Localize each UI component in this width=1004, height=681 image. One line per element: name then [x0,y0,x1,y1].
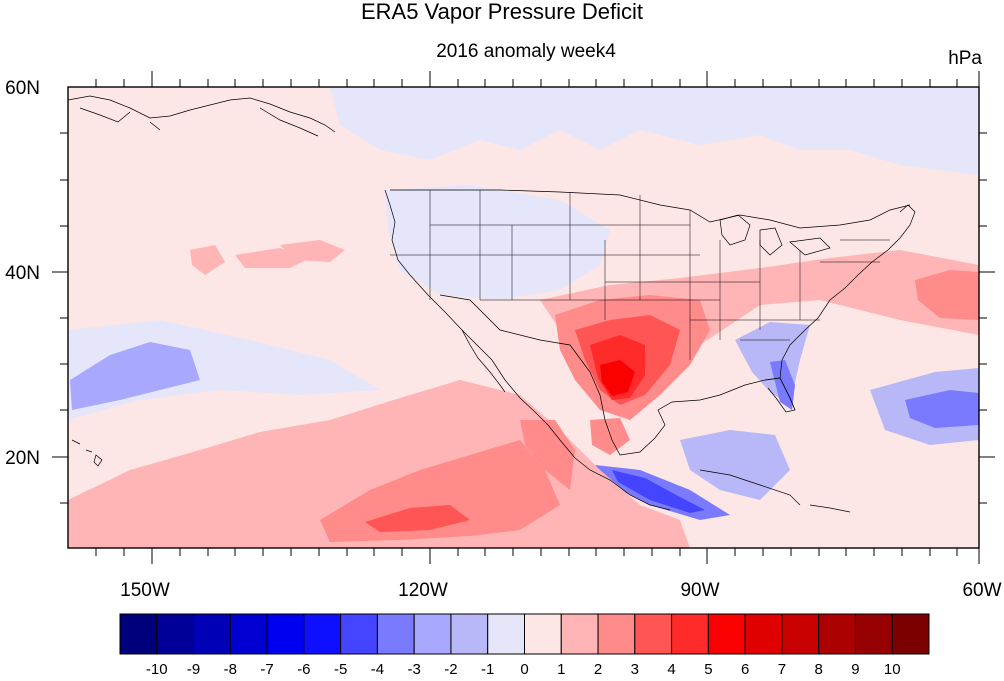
anomaly-patch-neg-gulf [680,430,790,500]
lon-label-150w: 150W [120,580,170,601]
hawaii-islands [71,439,103,467]
cuba-outline [699,469,801,506]
lat-label-20n: 20N [5,448,40,469]
colorbar-swatch [524,613,562,655]
colorbar-label: 6 [741,661,749,678]
anomaly-patch-neg-alaska [330,87,979,175]
colorbar-label: 9 [851,661,859,678]
anomaly-patch-neg-caribbean-core [612,470,705,513]
anomaly-patch-neg-west-us [385,185,610,300]
colorbar-swatch [340,613,378,655]
lat-label-40n: 40N [5,263,40,284]
colorbar-label: 3 [631,661,639,678]
anomaly-patch-pos-pacific-core [320,440,560,542]
anomaly-patch-pos-gulf-mexico [590,418,630,455]
colorbar-label: 1 [557,661,565,678]
lon-label-60w: 60W [962,580,1001,601]
colorbar-label: -8 [224,661,237,678]
colorbar-label: -2 [444,661,457,678]
map-subtitle: 2016 anomaly week4 [436,41,616,62]
baja-coastline [461,329,506,393]
units-label: hPa [948,48,982,69]
colorbar-label: -3 [408,661,421,678]
colorbar-swatch [193,613,231,655]
colorbar-label: 4 [667,661,675,678]
frame-ticks [52,71,995,564]
colorbar-label: -4 [371,661,384,678]
hispaniola-outline [809,504,851,513]
colorbar-swatch [156,613,195,655]
colorbar [119,613,930,655]
colorbar-swatch [891,613,930,655]
coastlines-and-borders [68,95,916,513]
colorbar-swatch [487,613,525,655]
atlantic-coastline [779,204,916,379]
colorbar-swatch [818,613,856,655]
colorbar-label: -5 [334,661,347,678]
map-field [68,87,979,548]
lon-label-120w: 120W [398,580,448,601]
colorbar-label: -6 [297,661,310,678]
colorbar-swatch [413,613,452,655]
state-borders [390,190,890,360]
anomaly-patch-pos-texas-peak [600,360,635,396]
colorbar-swatch [450,613,489,655]
anomaly-patch-pos-central-pacific [190,245,225,275]
colorbar-label: -7 [260,661,273,678]
colorbar-swatch [303,613,342,655]
colorbar-swatch [266,613,305,655]
anomaly-patch-pos-pacific-center [365,505,470,532]
anomaly-patch-pos-mexico [520,420,575,490]
colorbar-swatch [781,613,820,655]
anomaly-patch-neg-pacific-core [70,342,200,410]
anomaly-patch-pos-east-atlantic [915,270,979,320]
colorbar-label: -9 [187,661,200,678]
colorbar-swatch [560,613,599,655]
colorbar-label: -1 [481,661,494,678]
colorbar-label: 8 [815,661,823,678]
colorbar-label: 0 [520,661,528,678]
colorbar-label: 7 [778,661,786,678]
colorbar-swatch [854,613,893,655]
anomaly-patch-neg-florida [770,360,795,410]
colorbar-swatch [744,613,783,655]
colorbar-label: -10 [146,661,168,678]
florida-outline [764,377,796,413]
map-title: ERA5 Vapor Pressure Deficit [361,0,643,24]
colorbar-swatch [376,613,415,655]
anomaly-patch-neg-atlantic-core [905,390,979,428]
colorbar-label: 5 [704,661,712,678]
na-coastline-west [384,189,671,511]
colorbar-label: 2 [594,661,602,678]
alaska-coastline [68,95,336,137]
colorbar-swatch [597,613,636,655]
us-mexico-border [439,294,591,373]
colorbar-swatch [119,613,158,655]
colorbar-labels: -10 -9 -8 -7 -6 -5 -4 -3 -2 -1 0 1 2 3 4 5 6 7 8 9 10 [146,661,901,678]
colorbar-swatch [229,613,268,655]
colorbar-swatch [634,613,673,655]
anomaly-patch-pos-north-pacific [280,240,345,262]
lat-label-60n: 60N [5,78,40,99]
colorbar-swatch [707,613,746,655]
colorbar-label: 10 [884,661,901,678]
lon-label-90w: 90W [680,580,719,601]
colorbar-swatch [671,613,709,655]
